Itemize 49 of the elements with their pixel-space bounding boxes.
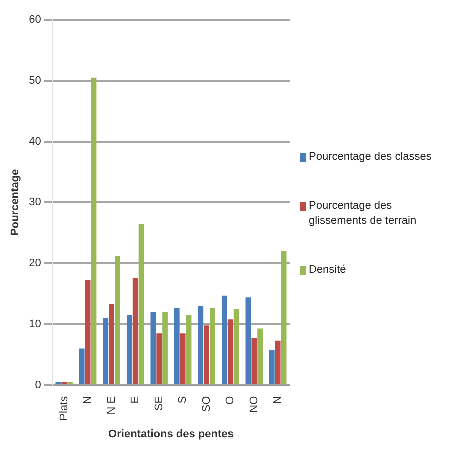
legend-label: Pourcentage des classes	[309, 150, 432, 165]
bar	[246, 298, 252, 384]
bar	[180, 334, 186, 384]
bar	[228, 320, 234, 384]
x-tick-label: E	[130, 396, 142, 404]
y-axis-title: Pourcentage	[10, 169, 22, 236]
bar	[275, 340, 281, 384]
bar	[252, 338, 258, 384]
bar	[150, 312, 156, 384]
bar	[198, 306, 204, 384]
bar	[174, 308, 180, 384]
bar	[270, 350, 275, 384]
y-tick-label: 10	[29, 318, 42, 330]
x-tick-label: N	[82, 396, 94, 404]
x-tick-label: N	[272, 396, 284, 404]
x-tick-label: N E	[106, 396, 118, 415]
bar	[156, 334, 162, 384]
bar	[258, 328, 263, 384]
x-tick-label: SE	[153, 396, 166, 412]
x-tick-label: Plats	[58, 396, 70, 421]
y-tick-label: 20	[29, 258, 42, 270]
y-tick-label: 30	[29, 196, 42, 209]
bar	[234, 309, 240, 384]
bar	[186, 315, 192, 384]
legend-label: Pourcentage des glissements de terrain	[309, 199, 418, 229]
y-tick-label: 40	[29, 136, 42, 148]
x-tick-label: S	[177, 396, 190, 404]
y-tick-label: 60	[29, 14, 42, 26]
legend-label: Densité	[309, 263, 346, 278]
x-tick-label: O	[224, 396, 237, 405]
y-tick-label: 50	[29, 74, 42, 87]
bar	[281, 251, 287, 384]
bar	[91, 78, 97, 384]
x-axis-title: Orientations des pentes	[108, 428, 234, 440]
bar	[132, 278, 138, 384]
bar	[222, 296, 228, 384]
bar	[126, 315, 132, 384]
x-tick-label: SO	[200, 396, 213, 412]
bar	[79, 348, 85, 384]
bar	[162, 312, 168, 384]
bar	[115, 256, 120, 384]
bar	[85, 280, 91, 384]
x-tick-label: NO	[248, 396, 260, 413]
bar	[103, 318, 109, 384]
y-tick-label: 0	[35, 379, 42, 392]
bar	[109, 304, 114, 384]
bar	[138, 224, 144, 384]
bar	[204, 326, 210, 384]
bar	[210, 308, 216, 384]
